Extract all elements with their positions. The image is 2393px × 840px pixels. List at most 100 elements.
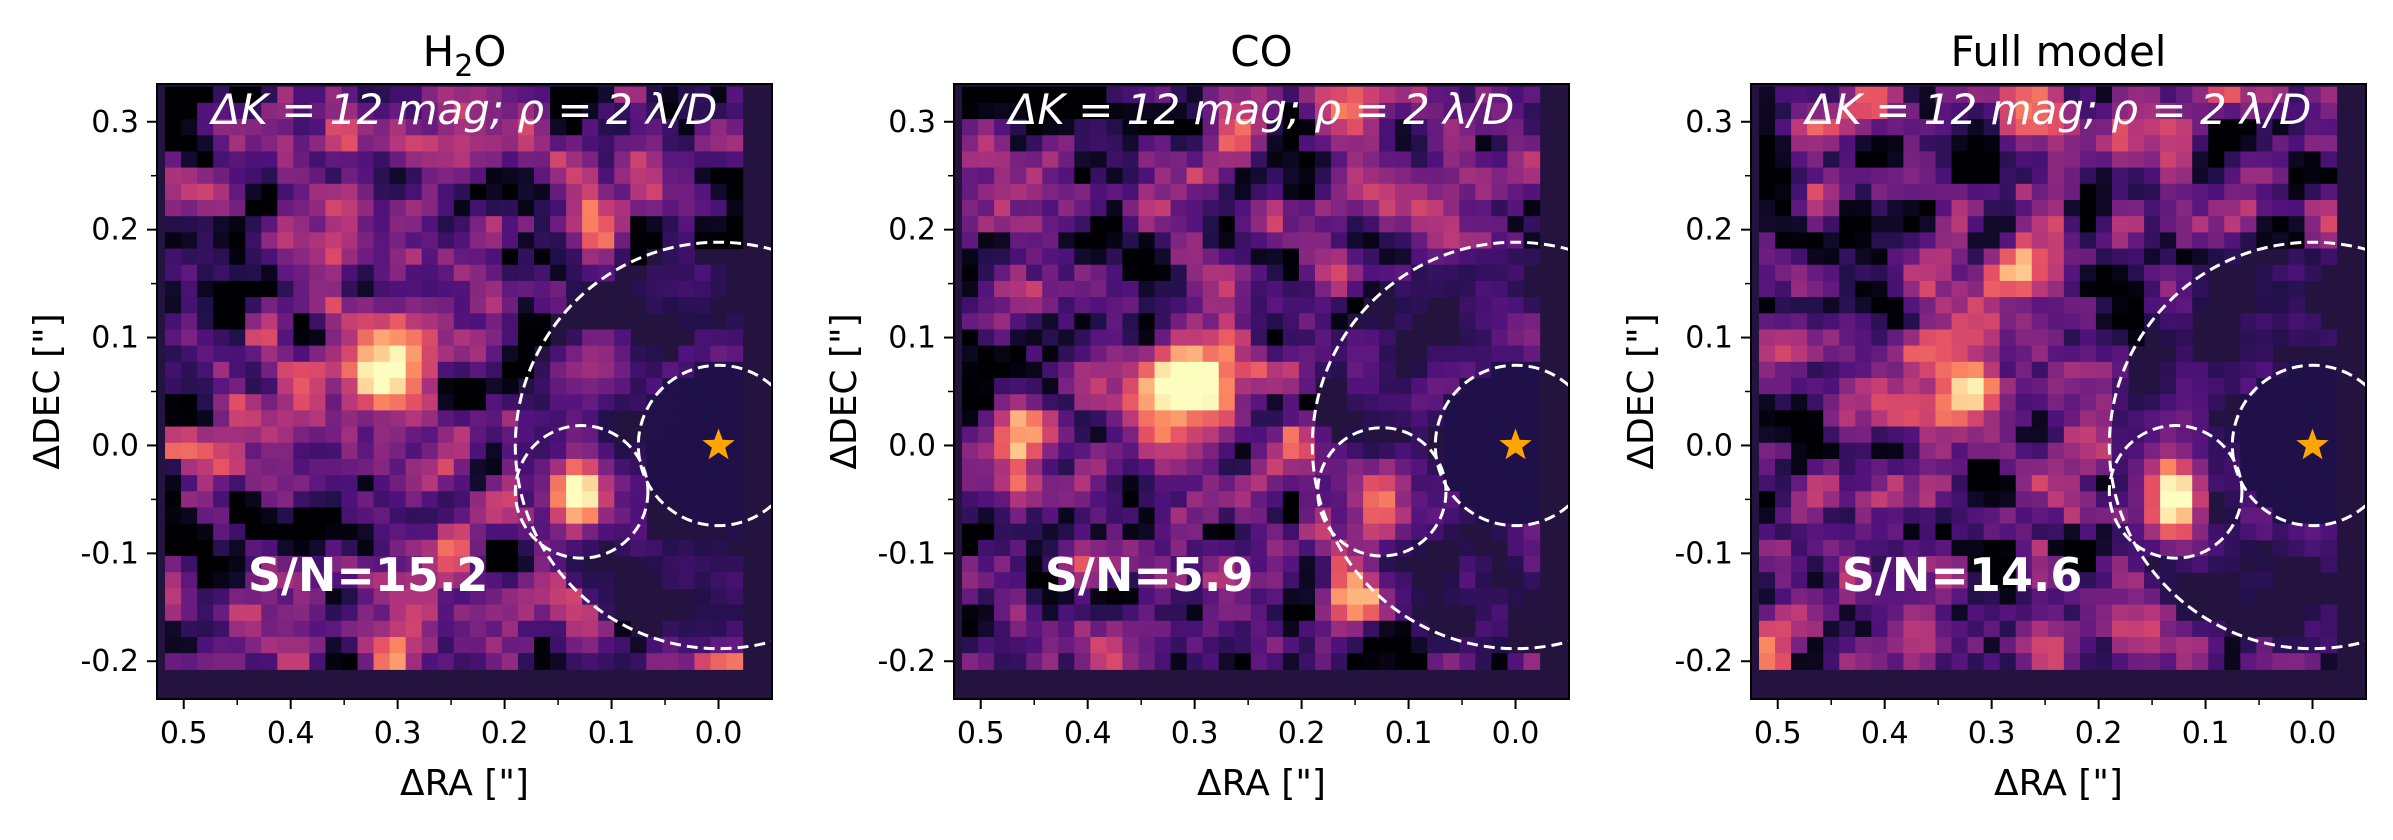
heatmap-cell [2240,361,2257,379]
heatmap-cell [309,183,327,201]
heatmap-cell [1871,345,1888,363]
heatmap-cell [1058,588,1075,606]
heatmap-cell [2256,297,2274,314]
heatmap-cell [1314,539,1332,557]
heatmap-cell [1042,280,1059,298]
heatmap-cell [469,361,487,379]
heatmap-cell [1395,620,1412,638]
heatmap-cell [2160,636,2177,654]
heatmap-cell [437,345,455,363]
heatmap-cell [726,135,744,153]
heatmap-cell [293,426,311,444]
heatmap-cell [1967,458,1985,476]
heatmap-cell [1855,458,1872,476]
heatmap-cell [1186,232,1204,250]
panel-3: ΔK = 12 mag; ρ = 2 λ/DS/N=14.60.5 0.4 0.3 0… [1621,27,2367,804]
heatmap-cell [2256,151,2274,169]
heatmap-cell [1823,248,1840,266]
heatmap-cell [1058,199,1075,217]
heatmap-cell [1266,458,1284,476]
heatmap-cell [2288,280,2306,298]
heatmap-cell [2047,248,2065,266]
heatmap-cell [1266,119,1284,136]
heatmap-cell [1090,345,1108,363]
heatmap-cell [1282,345,1300,363]
heatmap-cell [694,102,712,120]
heatmap-cell [197,475,214,492]
heatmap-cell [1026,507,1043,525]
heatmap-cell [357,410,375,428]
heatmap-cell [566,280,583,298]
heatmap-cell [694,329,712,347]
heatmap-cell [1507,378,1525,395]
heatmap-cell [1138,86,1156,104]
heatmap-cell [1250,604,1268,622]
heatmap-cell [1250,151,1268,169]
heatmap-cell [1919,167,1937,185]
heatmap-cell [1074,539,1091,557]
heatmap-cell [2160,442,2177,460]
heatmap-cell [1903,119,1921,136]
heatmap-cell [1411,199,1428,217]
heatmap-cell [213,572,230,589]
heatmap-cell [710,556,728,573]
heatmap-cell [453,264,471,282]
heatmap-cell [341,86,359,104]
heatmap-cell [1807,620,1824,638]
heatmap-cell [1154,636,1172,654]
heatmap-cell [566,410,583,428]
heatmap-cell [1855,572,1872,589]
heatmap-cell [229,539,246,557]
heatmap-cell [1202,151,1220,169]
heatmap-cell [1871,329,1888,347]
heatmap-cell [485,329,503,347]
heatmap-cell [517,264,535,282]
heatmap-cell [421,345,439,363]
heatmap-cell [1759,426,1776,444]
heatmap-cell [1983,280,2001,298]
heatmap-cell [1807,588,1824,606]
heatmap-cell [165,475,182,492]
heatmap-cell [2063,248,2081,266]
heatmap-cell [1491,167,1509,185]
heatmap-cell [1475,248,1493,266]
heatmap-cell [1010,135,1027,153]
heatmap-cell [1282,588,1300,606]
heatmap-cell [994,297,1011,314]
heatmap-cell [2095,556,2113,573]
heatmap-cell [389,653,407,670]
heatmap-cell [994,653,1011,670]
heatmap-cell [1250,442,1268,460]
heatmap-cell [1855,232,1872,250]
heatmap-cell [2240,523,2257,541]
heatmap-cell [1983,507,2001,525]
heatmap-cell [1919,313,1937,331]
heatmap-cell [1491,264,1509,282]
heatmap-cell [469,378,487,395]
x-tick-label: 0.2 [2075,716,2123,751]
heatmap-cell [293,264,311,282]
heatmap-cell [197,280,214,298]
heatmap-cell [630,636,647,654]
heatmap-cell [373,264,391,282]
heatmap-cell [2256,86,2274,104]
heatmap-cell [1427,232,1444,250]
heatmap-cell [662,199,680,217]
heatmap-cell [2015,394,2033,411]
heatmap-cell [1154,572,1172,589]
heatmap-cell [2272,507,2290,525]
heatmap-cell [2304,475,2322,492]
heatmap-cell [325,394,343,411]
heatmap-cell [165,135,182,153]
heatmap-cell [245,572,262,589]
heatmap-cell [2192,410,2209,428]
heatmap-cell [2144,491,2161,509]
heatmap-cell [197,135,214,153]
heatmap-cell [1411,636,1428,654]
heatmap-cell [2031,410,2049,428]
heatmap-cell [389,507,407,525]
heatmap-cell [1427,378,1444,395]
heatmap-cell [2063,264,2081,282]
heatmap-cell [1475,264,1493,282]
heatmap-cell [325,539,343,557]
